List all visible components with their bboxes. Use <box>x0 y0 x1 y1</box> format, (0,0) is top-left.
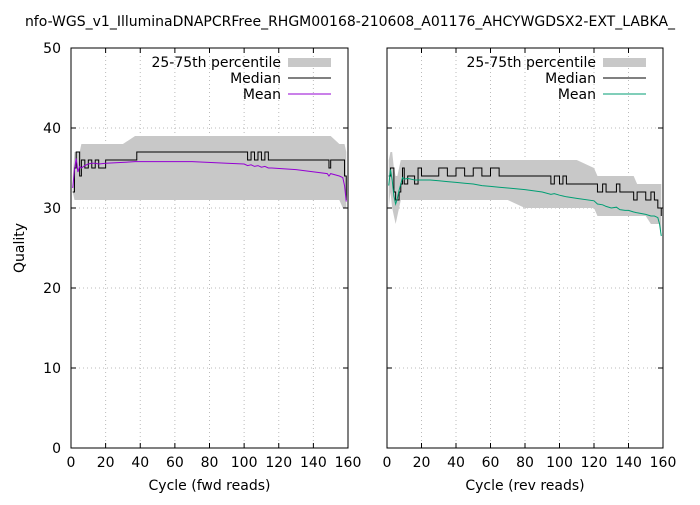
chart-title: nfo-WGS_v1_IlluminaDNAPCRFree_RHGM00168-… <box>25 14 676 30</box>
y-tick-label: 50 <box>43 41 61 57</box>
legend-band-swatch <box>288 58 331 67</box>
median-line <box>72 151 347 200</box>
x-tick-label: 60 <box>482 455 500 471</box>
percentile-band <box>388 152 662 232</box>
x-tick-label: 140 <box>300 455 327 471</box>
y-tick-label: 20 <box>43 281 61 297</box>
x-tick-label: 40 <box>447 455 465 471</box>
y-tick-label: 40 <box>43 121 61 137</box>
x-axis-label: Cycle (fwd reads) <box>149 478 271 494</box>
x-tick-label: 140 <box>615 455 642 471</box>
x-tick-label: 0 <box>67 455 76 471</box>
percentile-band <box>72 136 347 208</box>
panel-fwd: 0 20 40 60 80 100 120 140 160 0 10 20 30 40 50 Cycle (f… <box>12 41 361 494</box>
x-tick-label: 20 <box>413 455 431 471</box>
legend-median-label: Median <box>230 71 281 87</box>
x-tick-label: 100 <box>546 455 573 471</box>
x-tick-label: 60 <box>166 455 184 471</box>
legend-band-swatch <box>603 58 646 67</box>
legend-mean-label: Mean <box>243 87 281 103</box>
mean-line <box>72 158 347 202</box>
x-tick-label: 160 <box>335 455 362 471</box>
x-tick-label: 80 <box>516 455 534 471</box>
legend-mean-label: Mean <box>558 87 596 103</box>
x-tick-label: 100 <box>231 455 258 471</box>
x-axis-label: Cycle (rev reads) <box>465 478 584 494</box>
median-line <box>388 167 662 216</box>
y-tick-label: 0 <box>52 441 61 457</box>
x-tick-label: 120 <box>581 455 608 471</box>
legend-band-label: 25-75th percentile <box>466 55 596 71</box>
y-tick-label: 30 <box>43 201 61 217</box>
legend-median-label: Median <box>545 71 596 87</box>
x-tick-label: 0 <box>383 455 392 471</box>
x-tick-label: 20 <box>97 455 115 471</box>
x-tick-label: 160 <box>650 455 677 471</box>
x-tick-label: 80 <box>201 455 219 471</box>
x-tick-label: 120 <box>265 455 292 471</box>
y-axis-label: Quality <box>12 223 28 273</box>
legend-band-label: 25-75th percentile <box>151 55 281 71</box>
panel-rev: 0 20 40 60 80 100 120 140 160 Cycle (rev reads) 25… <box>383 47 677 494</box>
y-tick-label: 10 <box>43 361 61 377</box>
x-tick-label: 40 <box>131 455 149 471</box>
mean-line <box>388 169 662 237</box>
